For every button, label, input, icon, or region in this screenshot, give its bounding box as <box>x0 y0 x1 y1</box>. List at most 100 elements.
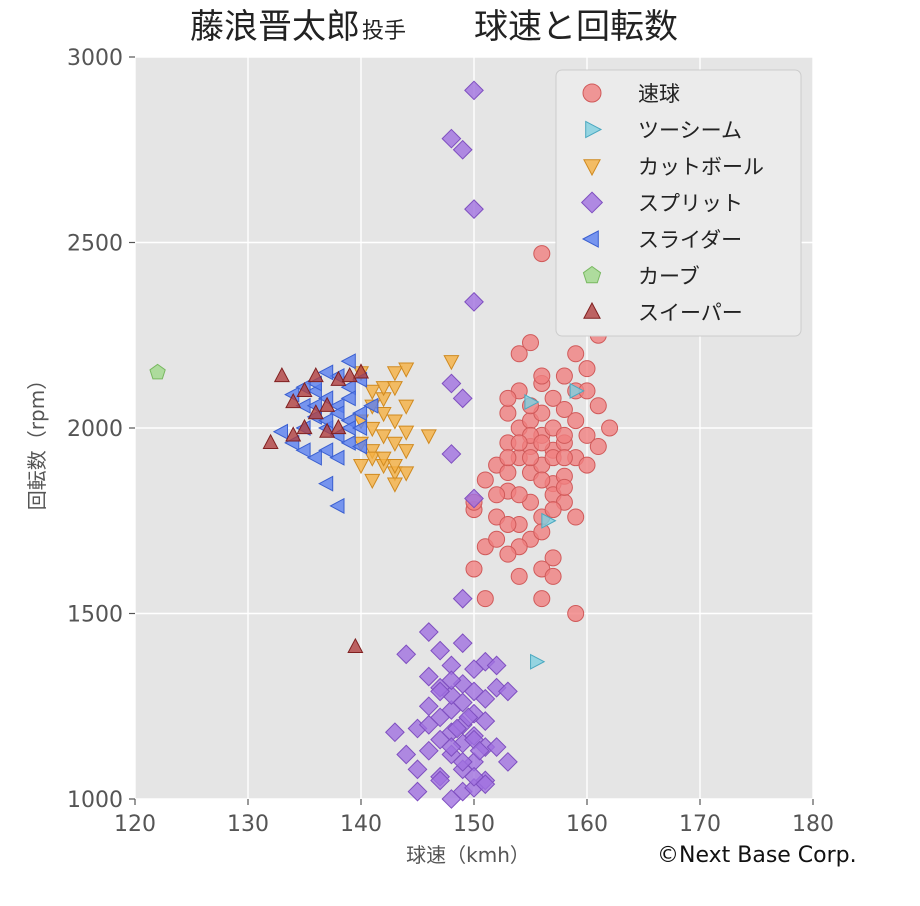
data-point <box>541 512 557 529</box>
data-point <box>464 291 484 312</box>
data-point <box>398 466 415 482</box>
data-point <box>340 379 356 396</box>
data-point <box>441 373 462 394</box>
chart-title-suffix: 投手 <box>362 19 406 44</box>
data-point <box>407 781 428 802</box>
legend-marker <box>583 159 601 177</box>
data-point <box>418 740 439 761</box>
credit-text: ©Next Base Corp. <box>657 843 857 868</box>
data-point <box>567 412 585 430</box>
data-point <box>441 444 462 464</box>
data-point <box>386 381 403 397</box>
data-point <box>475 651 496 672</box>
data-points <box>149 80 619 809</box>
data-point <box>544 501 562 519</box>
y-tick-label: 2500 <box>67 232 123 257</box>
data-point <box>351 438 368 455</box>
data-point <box>533 590 551 608</box>
y-axis-label: 回転数（rpm） <box>25 370 49 510</box>
data-point <box>386 477 403 493</box>
data-point <box>329 405 345 422</box>
data-point <box>398 362 415 378</box>
legend-label: スプリット <box>638 192 743 216</box>
data-point <box>420 429 437 445</box>
series-5 <box>149 363 166 380</box>
data-point <box>578 456 596 474</box>
data-point <box>486 655 507 676</box>
data-point <box>469 740 490 761</box>
series-3 <box>384 80 518 809</box>
data-point <box>364 473 381 490</box>
data-point <box>340 390 356 407</box>
data-point <box>510 434 528 452</box>
data-point <box>272 423 288 440</box>
data-point <box>555 400 573 418</box>
legend-marker <box>581 230 599 248</box>
data-point <box>307 404 324 420</box>
data-point <box>407 759 428 780</box>
data-point <box>522 334 539 352</box>
x-tick-label: 120 <box>114 812 156 837</box>
data-point <box>318 475 334 492</box>
data-point <box>533 367 551 385</box>
data-point <box>273 366 290 383</box>
legend-marker <box>582 265 602 284</box>
legend-label: 速球 <box>638 82 680 106</box>
data-point <box>464 80 484 101</box>
data-point <box>318 442 334 459</box>
series-0 <box>465 141 619 622</box>
data-point <box>458 707 479 728</box>
chart-title-name: 藤浪晋太郎 <box>190 7 360 47</box>
data-point <box>352 459 370 475</box>
data-point <box>476 590 494 608</box>
data-point <box>398 444 415 460</box>
chart-title-rest: 球速と回転数 <box>474 7 678 47</box>
data-point <box>386 436 403 452</box>
data-point <box>352 363 370 379</box>
data-point <box>499 545 517 563</box>
y-tick-label: 2000 <box>67 417 123 442</box>
data-point <box>510 345 528 363</box>
series-1 <box>524 382 585 670</box>
data-point <box>398 399 415 415</box>
axis-ticks: 120 130 140 150 160 170 180 1000 1500 2000 2500 300… <box>67 46 834 837</box>
data-point <box>351 405 368 422</box>
data-point <box>398 425 415 441</box>
data-point <box>578 360 596 378</box>
data-point <box>578 426 596 444</box>
x-tick-label: 170 <box>679 812 721 837</box>
data-point <box>285 392 302 409</box>
data-point <box>418 666 439 687</box>
data-point <box>347 637 364 653</box>
data-point <box>567 345 585 363</box>
data-point <box>418 714 439 735</box>
data-point <box>544 549 562 567</box>
data-point <box>530 653 546 670</box>
data-point <box>447 718 467 739</box>
data-point <box>452 588 473 609</box>
data-point <box>386 459 403 475</box>
data-point <box>384 722 405 743</box>
data-point <box>441 737 462 757</box>
y-tick-label: 3000 <box>67 46 123 71</box>
x-axis-label: 球速（kmh） <box>406 843 530 867</box>
data-point <box>589 397 607 415</box>
data-point <box>452 139 473 160</box>
data-point <box>340 353 356 370</box>
data-point <box>418 622 439 642</box>
data-point <box>522 449 539 467</box>
data-point <box>396 744 417 765</box>
data-point <box>499 404 517 422</box>
data-point <box>430 640 451 661</box>
legend-label: ツーシーム <box>638 119 742 143</box>
y-tick-label: 1500 <box>67 603 123 628</box>
y-tick-label: 1000 <box>67 788 123 813</box>
data-point <box>497 751 518 772</box>
data-point <box>510 486 528 504</box>
data-point <box>296 381 313 397</box>
data-point <box>476 471 494 489</box>
data-point <box>386 366 403 382</box>
data-point <box>364 444 381 460</box>
